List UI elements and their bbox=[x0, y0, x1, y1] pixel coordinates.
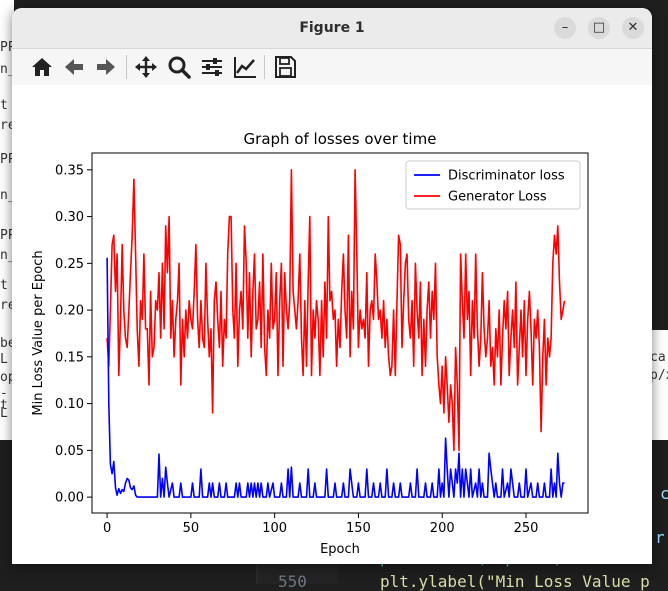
title-bar[interactable]: Figure 1 – □ ✕ bbox=[12, 8, 652, 49]
legend-label: Discriminator loss bbox=[448, 169, 565, 184]
editor-code-line: plt.ylabel("Min Loss Value p bbox=[380, 572, 650, 591]
terminal-text: t bbox=[0, 98, 8, 113]
back-arrow-icon bbox=[65, 59, 83, 75]
edit-axis-button[interactable] bbox=[231, 53, 259, 81]
x-tick-label: 50 bbox=[183, 521, 200, 536]
save-icon bbox=[275, 56, 296, 78]
background-terminal-right: ca p/x bbox=[650, 330, 668, 440]
y-axis-label: Min Loss Value per Epoch bbox=[31, 250, 46, 415]
zoom-icon bbox=[168, 56, 191, 79]
toolbar-separator bbox=[264, 55, 265, 79]
editor-fragment: c bbox=[660, 484, 668, 503]
terminal-text: L bbox=[0, 352, 8, 367]
toolbar-separator bbox=[126, 55, 127, 79]
terminal-text: re bbox=[0, 298, 14, 313]
terminal-text: PP bbox=[0, 228, 14, 243]
window-title: Figure 1 bbox=[299, 20, 365, 36]
terminal-text: PP bbox=[0, 152, 14, 167]
edit-axis-icon bbox=[234, 57, 256, 78]
forward-button[interactable] bbox=[92, 53, 120, 81]
terminal-text: t bbox=[0, 278, 8, 293]
legend-box bbox=[405, 160, 581, 210]
terminal-text: - bbox=[0, 386, 8, 401]
x-axis-label: Epoch bbox=[320, 542, 360, 557]
figure-window: Figure 1 – □ ✕ bbox=[12, 8, 652, 564]
y-tick-label: 0.30 bbox=[55, 210, 84, 225]
series-line-discriminator-loss bbox=[106, 257, 565, 498]
terminal-text: L bbox=[0, 406, 8, 421]
x-tick-label: 250 bbox=[514, 521, 539, 536]
terminal-text: ca bbox=[650, 350, 666, 365]
terminal-text: n_ bbox=[0, 188, 14, 203]
y-tick-label: 0.35 bbox=[55, 163, 84, 178]
series-line-generator-loss bbox=[106, 169, 566, 452]
x-tick-label: 0 bbox=[103, 521, 111, 536]
zoom-button[interactable] bbox=[165, 53, 193, 81]
terminal-text: n_ bbox=[0, 62, 14, 77]
chart-title: Graph of losses over time bbox=[244, 130, 437, 148]
y-tick-label: 0.25 bbox=[55, 257, 84, 272]
terminal-text: n_ bbox=[0, 248, 14, 263]
loss-chart: Graph of losses over time 0 50 100 150 200 250… bbox=[31, 130, 589, 557]
terminal-text: op bbox=[0, 370, 14, 385]
x-tick-label: 100 bbox=[262, 521, 287, 536]
maximize-button[interactable]: □ bbox=[588, 17, 610, 39]
matplotlib-toolbar bbox=[12, 49, 652, 85]
subplots-config-icon bbox=[202, 58, 222, 76]
save-button[interactable] bbox=[271, 53, 299, 81]
terminal-text: PP bbox=[0, 40, 14, 55]
y-tick-label: 0.00 bbox=[55, 491, 84, 506]
terminal-text: be bbox=[0, 336, 14, 351]
y-tick-label: 0.20 bbox=[55, 304, 84, 319]
minimize-button[interactable]: – bbox=[554, 17, 576, 39]
x-tick-label: 150 bbox=[346, 521, 371, 536]
figure-canvas[interactable]: Graph of losses over time 0 50 100 150 200 250… bbox=[12, 85, 652, 564]
axes-frame bbox=[91, 152, 589, 514]
y-tick-label: 0.10 bbox=[55, 397, 84, 412]
close-button[interactable]: ✕ bbox=[622, 17, 644, 39]
terminal-text: t bbox=[0, 398, 8, 413]
y-tick-label: 0.15 bbox=[55, 350, 84, 365]
terminal-text: p/x bbox=[650, 368, 668, 383]
pan-icon bbox=[135, 56, 157, 78]
home-button[interactable] bbox=[28, 53, 56, 81]
home-icon bbox=[32, 58, 52, 76]
x-tick-label: 200 bbox=[430, 521, 455, 536]
editor-fragment: r bbox=[655, 528, 665, 547]
subplots-button[interactable] bbox=[198, 53, 226, 81]
forward-arrow-icon bbox=[97, 59, 115, 75]
terminal-text: re bbox=[0, 118, 14, 133]
legend-label: Generator Loss bbox=[448, 190, 547, 205]
y-tick-label: 0.05 bbox=[55, 444, 84, 459]
back-button[interactable] bbox=[60, 53, 88, 81]
editor-line-number: 550 bbox=[278, 572, 307, 591]
pan-button[interactable] bbox=[132, 53, 160, 81]
